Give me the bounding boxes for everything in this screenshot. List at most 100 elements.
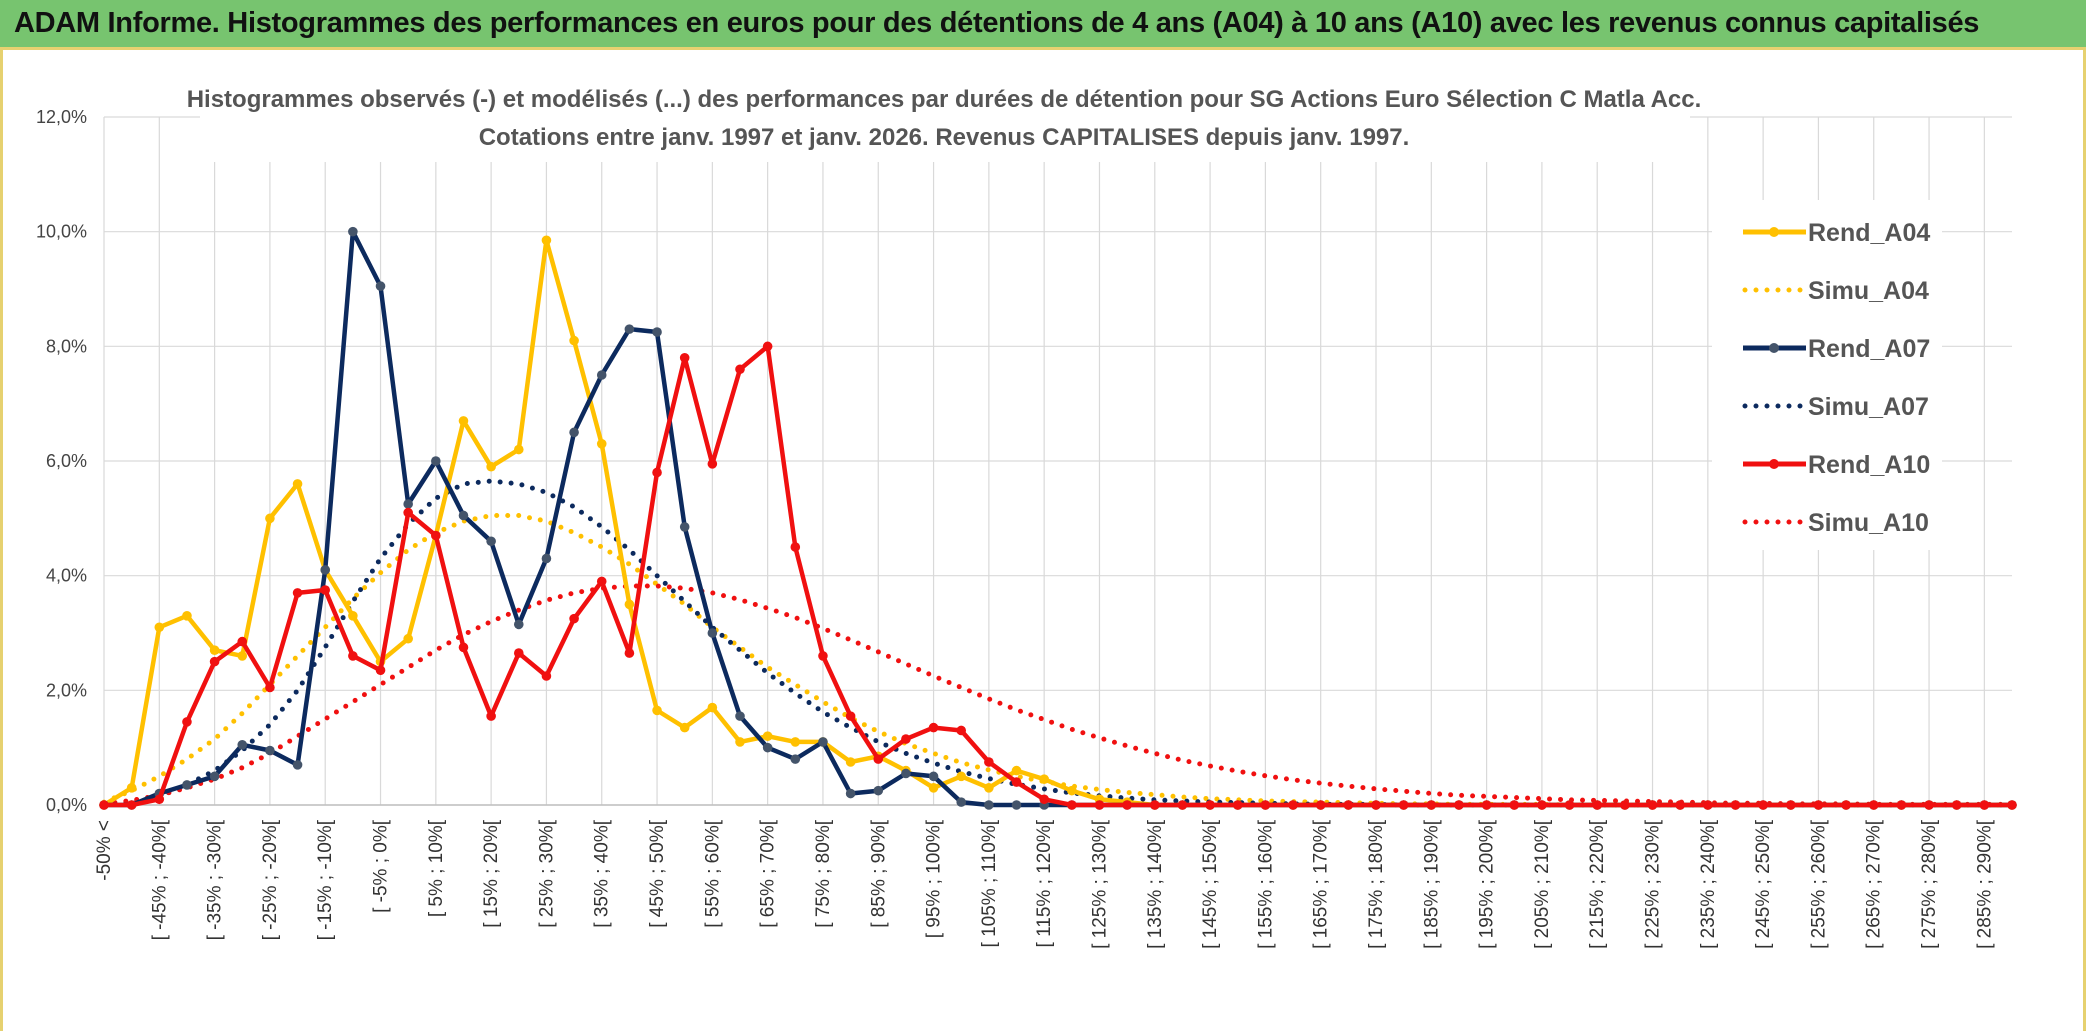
data-point bbox=[873, 785, 884, 796]
data-point bbox=[762, 742, 773, 753]
data-point bbox=[707, 459, 718, 469]
data-point bbox=[1011, 777, 1022, 787]
data-point bbox=[458, 416, 469, 426]
data-point bbox=[790, 737, 801, 747]
legend-marker bbox=[1769, 343, 1779, 353]
data-point bbox=[1537, 800, 1547, 810]
data-point bbox=[126, 783, 137, 793]
data-point bbox=[1260, 800, 1271, 810]
legend: Rend_A04 Simu_A04 Rend_A07 Simu_A07 Rend_A10… bbox=[1712, 200, 1942, 550]
data-point bbox=[762, 731, 773, 741]
data-point bbox=[928, 771, 939, 782]
x-tick-label: [ 255% ; 260%[ bbox=[1808, 819, 1829, 949]
data-point bbox=[265, 682, 275, 693]
x-tick-label: [ 95% ; 100%[ bbox=[924, 819, 945, 938]
data-point bbox=[237, 740, 248, 750]
y-tick-label: 6,0% bbox=[46, 451, 87, 471]
data-point bbox=[596, 370, 607, 380]
data-point bbox=[956, 797, 967, 807]
data-point bbox=[845, 757, 856, 767]
data-point bbox=[265, 513, 275, 524]
data-point bbox=[292, 479, 303, 489]
data-point bbox=[1592, 800, 1603, 810]
data-point bbox=[1896, 800, 1907, 810]
data-point bbox=[652, 327, 662, 337]
x-tick-label: [ 85% ; 90%[ bbox=[868, 819, 889, 927]
data-point bbox=[209, 645, 220, 655]
x-tick-label: [ 125% ; 130%[ bbox=[1089, 819, 1110, 949]
data-point bbox=[1813, 800, 1824, 810]
x-tick-label: [ 245% ; 250%[ bbox=[1753, 819, 1774, 949]
y-axis: 0,0% 2,0% 4,0% 6,0% 8,0% 10,0% 12,0% bbox=[36, 107, 87, 815]
series-line bbox=[104, 344, 2012, 808]
data-point bbox=[735, 364, 745, 375]
legend-item-Rend_A07: Rend_A07 bbox=[1743, 335, 1930, 363]
data-point bbox=[956, 771, 967, 782]
data-point bbox=[956, 725, 967, 736]
data-point bbox=[265, 745, 275, 756]
legend-item-Simu_A07: Simu_A07 bbox=[1742, 393, 1929, 421]
data-point bbox=[928, 722, 939, 733]
x-tick-label: [ 225% ; 230%[ bbox=[1643, 819, 1664, 949]
x-axis: -50% < [ -45% ; -40%[[ -35% ; -30%[[ -25%… bbox=[94, 819, 1995, 949]
data-point bbox=[1288, 800, 1298, 810]
data-point bbox=[1564, 800, 1575, 810]
x-tick-label: [ 55% ; 60%[ bbox=[702, 819, 723, 927]
data-point bbox=[569, 427, 579, 438]
data-point bbox=[486, 461, 496, 472]
x-tick-label: [ 155% ; 160%[ bbox=[1255, 819, 1276, 949]
data-point bbox=[431, 456, 441, 466]
legend-item-Rend_A10: Rend_A10 bbox=[1743, 451, 1930, 479]
y-tick-label: 8,0% bbox=[46, 336, 87, 356]
data-point bbox=[431, 530, 441, 541]
chart-title-background bbox=[200, 74, 1690, 162]
x-tick-label: [ -25% ; -20%[ bbox=[260, 819, 281, 940]
x-tick-label: [ -35% ; -30%[ bbox=[205, 819, 226, 940]
data-point bbox=[1122, 800, 1132, 810]
data-point bbox=[375, 281, 386, 291]
data-point bbox=[1785, 800, 1796, 810]
data-point bbox=[624, 599, 635, 610]
data-point bbox=[984, 800, 994, 810]
series-line bbox=[101, 513, 2015, 808]
data-point bbox=[1620, 800, 1630, 810]
x-tick-label: [ 205% ; 210%[ bbox=[1532, 819, 1553, 949]
chart-frame bbox=[0, 50, 2086, 1031]
series-Simu_A10 bbox=[101, 583, 2015, 807]
data-point bbox=[1758, 800, 1768, 810]
series-line bbox=[101, 583, 2015, 807]
data-point bbox=[1426, 800, 1437, 810]
data-point bbox=[292, 760, 303, 770]
x-tick-label: [ 105% ; 110%[ bbox=[979, 819, 1000, 947]
data-point bbox=[513, 648, 524, 658]
data-point bbox=[928, 783, 939, 793]
data-point bbox=[486, 536, 496, 547]
x-tick-label: [ 5% ; 10%[ bbox=[426, 819, 447, 917]
data-point bbox=[707, 702, 718, 713]
data-point bbox=[375, 665, 386, 676]
series-Rend_A10 bbox=[99, 341, 2017, 810]
y-tick-label: 2,0% bbox=[46, 680, 87, 700]
x-tick-label: [ 165% ; 170%[ bbox=[1311, 819, 1332, 949]
data-point bbox=[403, 633, 413, 644]
legend-label: Rend_A10 bbox=[1808, 451, 1930, 479]
legend-marker bbox=[1769, 227, 1779, 237]
legend-label: Simu_A10 bbox=[1808, 509, 1929, 537]
legend-box bbox=[1712, 200, 1942, 550]
x-tick-label: -50% < bbox=[94, 820, 115, 881]
data-point bbox=[348, 611, 358, 621]
data-point bbox=[541, 235, 552, 246]
data-point bbox=[1647, 800, 1658, 810]
data-point bbox=[984, 783, 994, 793]
x-tick-label: [ -5% ; 0%[ bbox=[371, 819, 392, 913]
data-point bbox=[292, 588, 303, 598]
data-point bbox=[182, 611, 192, 621]
data-point bbox=[458, 510, 469, 521]
chart-title: Histogrammes observés (-) et modélisés (… bbox=[187, 86, 1702, 113]
data-point bbox=[1067, 785, 1077, 796]
data-point bbox=[845, 711, 856, 721]
x-tick-label: [ 215% ; 220%[ bbox=[1587, 819, 1608, 949]
data-point bbox=[569, 335, 579, 346]
data-point bbox=[1343, 800, 1354, 810]
